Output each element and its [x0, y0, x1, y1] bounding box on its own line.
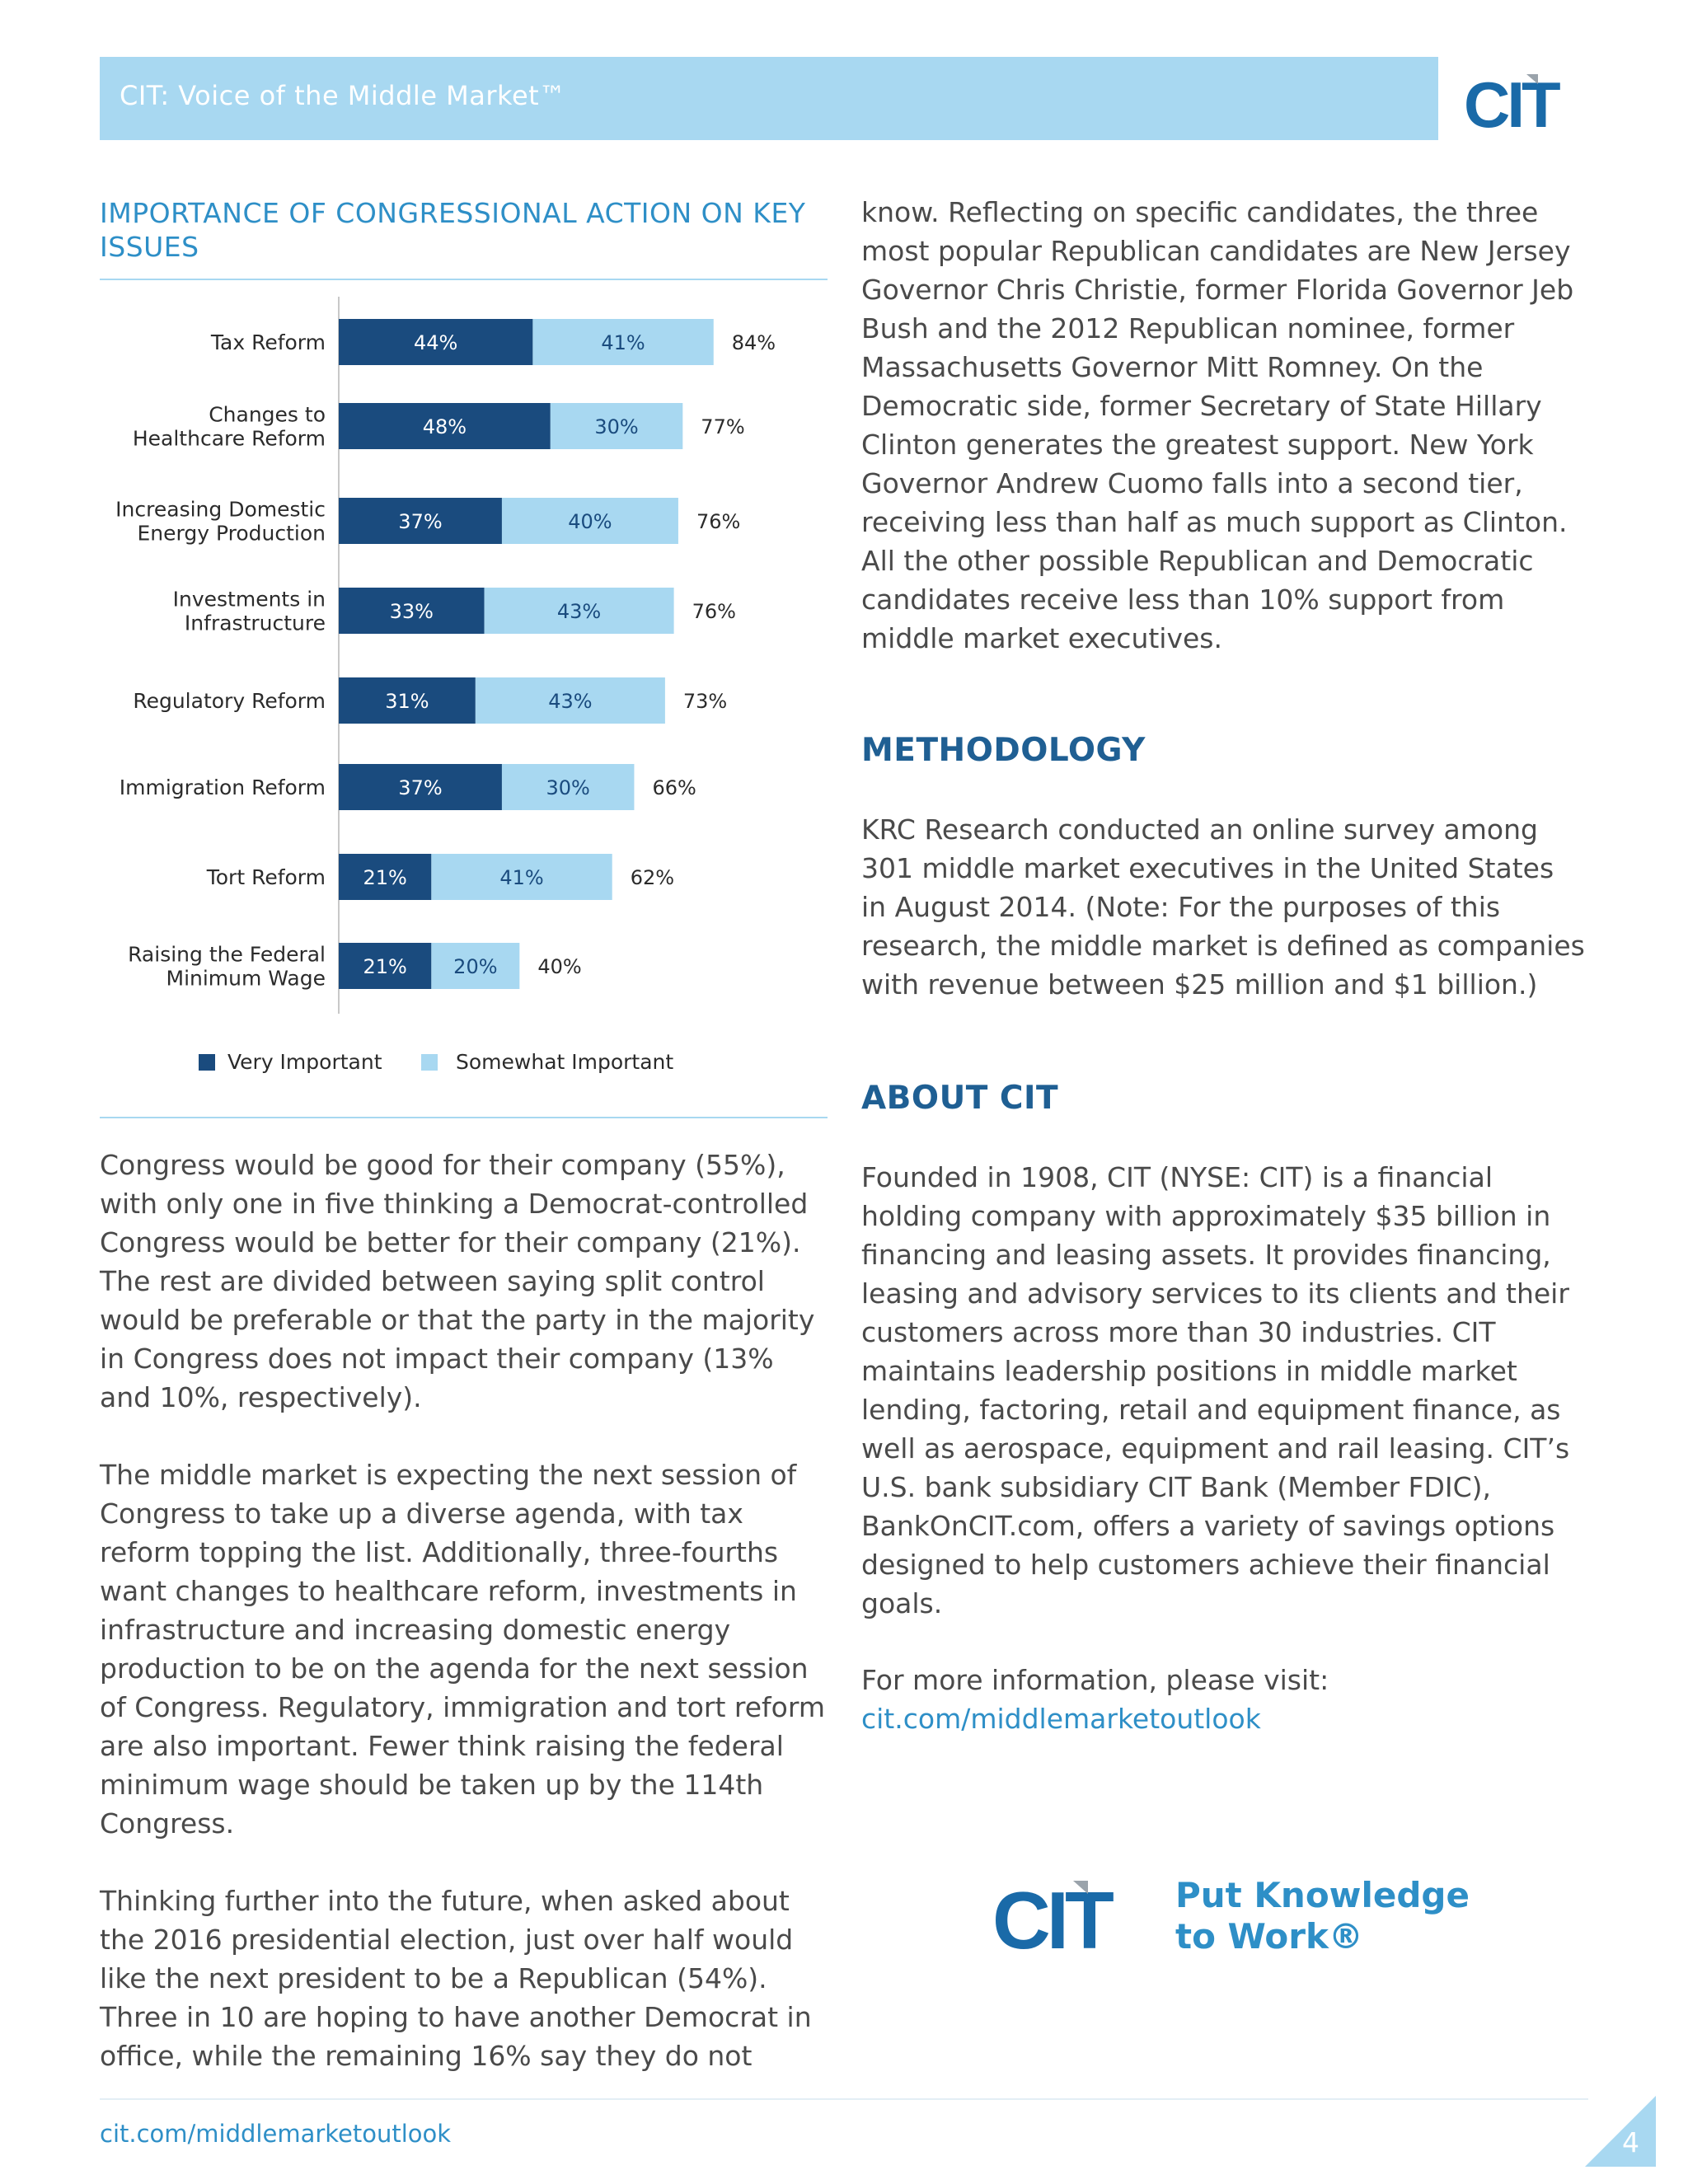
more-info: For more information, please visit: cit.… [861, 1661, 1587, 1738]
bar-very-important [339, 764, 502, 810]
bar-value-label: 48% [423, 415, 467, 438]
category-label: Investments in [173, 588, 326, 612]
total-label: 76% [696, 510, 740, 533]
stacked-bar-chart: Tax Reform 44% 41% 84% Changes toHealthcare … [115, 297, 776, 1074]
total-label: 62% [631, 866, 674, 889]
bar-value-label: 37% [398, 510, 442, 533]
bar-value-label: 44% [414, 331, 457, 354]
footer-link[interactable]: cit.com/middlemarketoutlook [100, 2120, 452, 2148]
bar-somewhat-important [532, 319, 714, 365]
footer-rule [100, 2098, 1588, 2100]
bar-value-label: 30% [594, 415, 638, 438]
chart-title: IMPORTANCE OF CONGRESSIONAL ACTION ON KE… [100, 197, 806, 263]
chart-bottom-rule [100, 1117, 828, 1118]
category-label: Regulatory Reform [133, 689, 326, 713]
page-number-badge [1585, 2096, 1656, 2167]
chart-top-rule [100, 279, 828, 280]
total-label: 66% [652, 776, 696, 799]
bar-very-important [339, 319, 533, 365]
bar-value-label: 43% [548, 690, 592, 713]
tagline-line-1: Put Knowledge [1175, 1875, 1470, 1915]
methodology-text: KRC Research conducted an online survey … [861, 813, 1585, 1001]
category-label: Changes to [209, 403, 326, 427]
bar-very-important [339, 854, 432, 900]
category-label: Energy Production [138, 522, 326, 546]
category-label: Infrastructure [185, 612, 326, 635]
bar-value-label: 41% [601, 331, 645, 354]
tagline-line-2: to Work® [1175, 1916, 1363, 1957]
total-label: 73% [683, 690, 727, 713]
bar-somewhat-important [431, 854, 612, 900]
cit-logo-text: CIT [1464, 73, 1560, 134]
bar-value-label: 21% [363, 866, 407, 889]
category-label: Raising the Federal [128, 943, 326, 967]
about-text: Founded in 1908, CIT (NYSE: CIT) is a fi… [861, 1161, 1570, 1619]
page-number: 4 [1622, 2126, 1639, 2158]
header-title: CIT: Voice of the Middle Market™ [120, 80, 566, 111]
bar-somewhat-important [550, 403, 683, 449]
category-label: Tax Reform [210, 330, 326, 354]
bar-somewhat-important [475, 677, 665, 724]
header-bar [100, 57, 1438, 140]
bar-value-label: 37% [398, 776, 442, 799]
bar-value-label: 33% [390, 600, 434, 623]
bar-very-important [339, 677, 476, 724]
bar-value-label: 21% [363, 955, 407, 978]
total-label: 76% [692, 600, 736, 623]
cit-logo: CIT [1464, 73, 1564, 134]
bar-very-important [339, 498, 502, 544]
more-info-label: For more information, please visit: [861, 1664, 1329, 1696]
left-paragraph-2: The middle market is expecting the next … [100, 1459, 825, 1840]
total-label: 84% [732, 331, 776, 354]
legend-swatch-very-important [199, 1054, 215, 1071]
legend-label-very-important: Very Important [227, 1050, 382, 1074]
bar-very-important [339, 943, 432, 989]
bar-somewhat-important [501, 764, 635, 810]
legend-swatch-somewhat-important [421, 1054, 438, 1071]
right-intro: know. Reflecting on specific candidates,… [861, 196, 1574, 654]
bar-value-label: 41% [499, 866, 543, 889]
total-label: 40% [537, 955, 581, 978]
methodology-heading: METHODOLOGY [861, 732, 1146, 769]
cit-logo-bottom: CIT [992, 1879, 1118, 1955]
bar-value-label: 20% [453, 955, 497, 978]
bar-value-label: 31% [385, 690, 429, 713]
legend-label-somewhat-important: Somewhat Important [456, 1050, 673, 1074]
bar-somewhat-important [501, 498, 678, 544]
left-paragraph-1: Congress would be good for their company… [100, 1149, 815, 1413]
about-heading: ABOUT CIT [861, 1080, 1059, 1117]
bar-very-important [339, 588, 485, 634]
category-label: Tort Reform [206, 865, 326, 889]
category-label: Immigration Reform [120, 776, 326, 799]
category-label: Increasing Domestic [115, 498, 326, 522]
left-column: Congress would be good for their company… [100, 1146, 833, 2114]
bar-value-label: 40% [568, 510, 612, 533]
more-info-link[interactable]: cit.com/middlemarketoutlook [861, 1703, 1261, 1735]
bar-value-label: 43% [557, 600, 601, 623]
bar-somewhat-important [431, 943, 520, 989]
bar-somewhat-important [484, 588, 674, 634]
category-label: Minimum Wage [166, 967, 326, 991]
total-label: 77% [701, 415, 744, 438]
bar-value-label: 30% [546, 776, 590, 799]
bar-very-important [339, 403, 551, 449]
category-label: Healthcare Reform [133, 427, 326, 451]
tagline: Put Knowledge to Work® [1175, 1875, 1470, 1957]
cit-logo-bottom-text: CIT [992, 1879, 1114, 1955]
left-paragraph-3: Thinking further into the future, when a… [100, 1885, 812, 2072]
